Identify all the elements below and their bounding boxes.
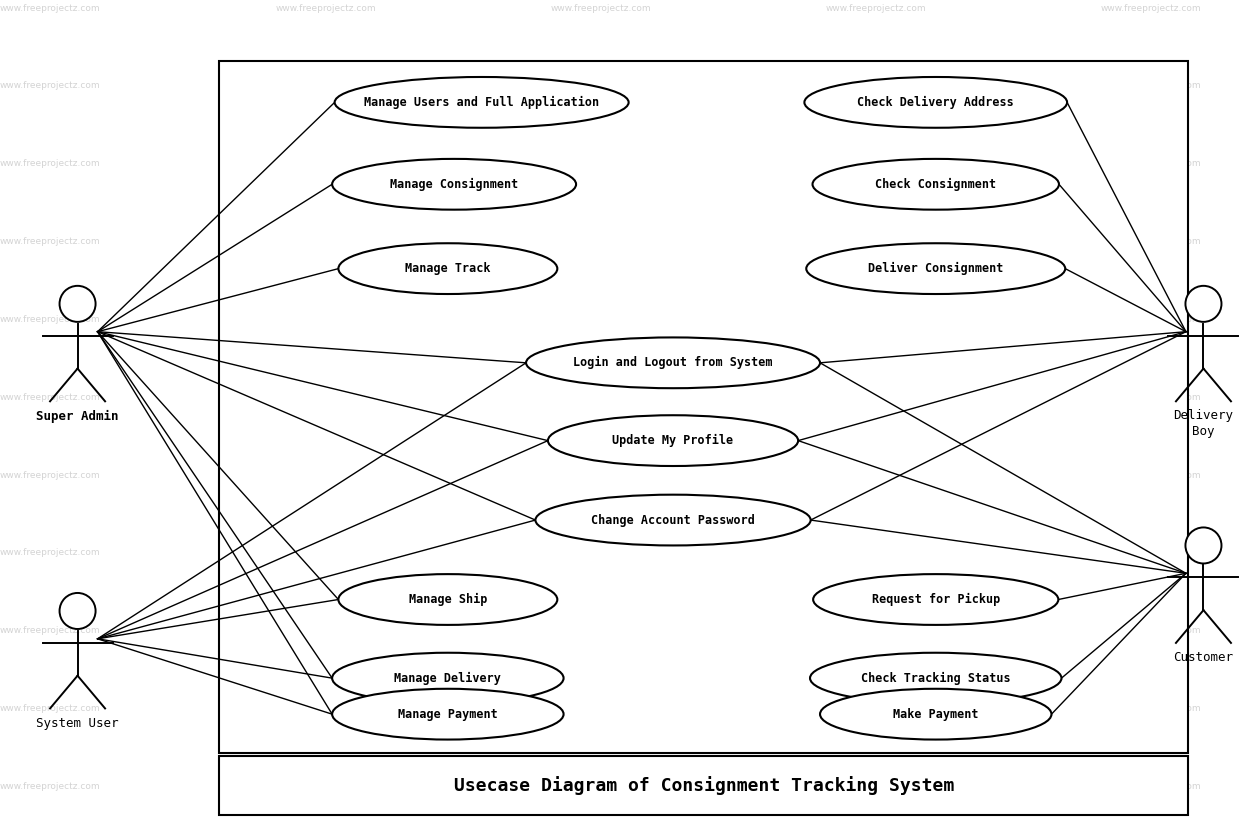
Text: www.freeprojectz.com: www.freeprojectz.com [275,393,375,401]
Text: System User: System User [36,717,119,730]
FancyBboxPatch shape [219,61,1188,753]
Text: www.freeprojectz.com: www.freeprojectz.com [275,315,375,324]
Ellipse shape [807,243,1065,294]
Ellipse shape [338,574,558,625]
Text: www.freeprojectz.com: www.freeprojectz.com [826,549,926,557]
Text: www.freeprojectz.com: www.freeprojectz.com [826,4,926,12]
Text: www.freeprojectz.com: www.freeprojectz.com [550,782,651,790]
Text: www.freeprojectz.com: www.freeprojectz.com [275,627,375,635]
Text: www.freeprojectz.com: www.freeprojectz.com [826,471,926,479]
Text: Make Payment: Make Payment [893,708,978,721]
Ellipse shape [338,243,558,294]
Ellipse shape [821,689,1051,740]
Text: Manage Consignment: Manage Consignment [390,178,518,191]
Text: www.freeprojectz.com: www.freeprojectz.com [1101,704,1201,713]
Ellipse shape [332,689,563,740]
Text: Delivery
Boy: Delivery Boy [1173,410,1233,437]
Text: www.freeprojectz.com: www.freeprojectz.com [0,160,100,168]
Text: www.freeprojectz.com: www.freeprojectz.com [550,82,651,90]
Ellipse shape [1186,527,1221,563]
Text: www.freeprojectz.com: www.freeprojectz.com [1101,627,1201,635]
Text: www.freeprojectz.com: www.freeprojectz.com [826,238,926,246]
Text: www.freeprojectz.com: www.freeprojectz.com [826,82,926,90]
Text: www.freeprojectz.com: www.freeprojectz.com [0,704,100,713]
Text: www.freeprojectz.com: www.freeprojectz.com [0,471,100,479]
Text: www.freeprojectz.com: www.freeprojectz.com [1101,393,1201,401]
Text: www.freeprojectz.com: www.freeprojectz.com [826,704,926,713]
Text: Manage Users and Full Application: Manage Users and Full Application [364,96,599,109]
Ellipse shape [1186,286,1221,322]
Ellipse shape [60,593,95,629]
Text: www.freeprojectz.com: www.freeprojectz.com [275,782,375,790]
Ellipse shape [804,77,1067,128]
Text: Manage Track: Manage Track [405,262,490,275]
Text: www.freeprojectz.com: www.freeprojectz.com [1101,549,1201,557]
Text: www.freeprojectz.com: www.freeprojectz.com [0,238,100,246]
Text: Check Delivery Address: Check Delivery Address [857,96,1015,109]
Text: www.freeprojectz.com: www.freeprojectz.com [550,4,651,12]
Ellipse shape [813,159,1058,210]
Text: www.freeprojectz.com: www.freeprojectz.com [1101,238,1201,246]
Text: www.freeprojectz.com: www.freeprojectz.com [826,782,926,790]
Text: www.freeprojectz.com: www.freeprojectz.com [275,704,375,713]
Text: www.freeprojectz.com: www.freeprojectz.com [826,627,926,635]
Text: www.freeprojectz.com: www.freeprojectz.com [1101,471,1201,479]
Text: www.freeprojectz.com: www.freeprojectz.com [826,315,926,324]
Ellipse shape [813,574,1058,625]
Text: www.freeprojectz.com: www.freeprojectz.com [0,4,100,12]
Text: Deliver Consignment: Deliver Consignment [868,262,1003,275]
Text: www.freeprojectz.com: www.freeprojectz.com [275,160,375,168]
Text: www.freeprojectz.com: www.freeprojectz.com [0,315,100,324]
Text: Manage Delivery: Manage Delivery [394,672,502,685]
Text: Usecase Diagram of Consignment Tracking System: Usecase Diagram of Consignment Tracking … [454,776,953,795]
Text: Request for Pickup: Request for Pickup [872,593,1000,606]
Text: www.freeprojectz.com: www.freeprojectz.com [1101,782,1201,790]
Text: www.freeprojectz.com: www.freeprojectz.com [0,627,100,635]
Text: www.freeprojectz.com: www.freeprojectz.com [550,393,651,401]
Text: Manage Payment: Manage Payment [398,708,498,721]
Text: Change Account Password: Change Account Password [592,514,754,527]
Text: Check Consignment: Check Consignment [876,178,996,191]
Text: www.freeprojectz.com: www.freeprojectz.com [826,160,926,168]
Text: www.freeprojectz.com: www.freeprojectz.com [1101,82,1201,90]
Text: www.freeprojectz.com: www.freeprojectz.com [275,82,375,90]
Text: www.freeprojectz.com: www.freeprojectz.com [275,4,375,12]
Ellipse shape [811,653,1061,704]
Text: www.freeprojectz.com: www.freeprojectz.com [550,627,651,635]
Text: Update My Profile: Update My Profile [613,434,733,447]
Ellipse shape [332,653,563,704]
Ellipse shape [548,415,798,466]
Ellipse shape [535,495,811,545]
Ellipse shape [335,77,628,128]
Text: www.freeprojectz.com: www.freeprojectz.com [1101,315,1201,324]
Text: www.freeprojectz.com: www.freeprojectz.com [550,549,651,557]
Text: www.freeprojectz.com: www.freeprojectz.com [550,238,651,246]
Ellipse shape [332,159,575,210]
Text: Manage Ship: Manage Ship [409,593,487,606]
Text: Login and Logout from System: Login and Logout from System [573,356,773,369]
Text: Check Tracking Status: Check Tracking Status [861,672,1011,685]
Text: www.freeprojectz.com: www.freeprojectz.com [0,549,100,557]
Text: www.freeprojectz.com: www.freeprojectz.com [275,471,375,479]
Text: www.freeprojectz.com: www.freeprojectz.com [550,471,651,479]
Text: www.freeprojectz.com: www.freeprojectz.com [0,82,100,90]
Text: www.freeprojectz.com: www.freeprojectz.com [550,704,651,713]
Text: www.freeprojectz.com: www.freeprojectz.com [0,782,100,790]
Text: www.freeprojectz.com: www.freeprojectz.com [1101,4,1201,12]
Text: www.freeprojectz.com: www.freeprojectz.com [1101,160,1201,168]
Text: www.freeprojectz.com: www.freeprojectz.com [826,393,926,401]
Text: www.freeprojectz.com: www.freeprojectz.com [275,549,375,557]
Text: www.freeprojectz.com: www.freeprojectz.com [550,315,651,324]
Text: Customer: Customer [1173,651,1233,664]
Ellipse shape [527,337,821,388]
Text: www.freeprojectz.com: www.freeprojectz.com [550,160,651,168]
Text: www.freeprojectz.com: www.freeprojectz.com [275,238,375,246]
FancyBboxPatch shape [219,756,1188,815]
Text: Super Admin: Super Admin [36,410,119,423]
Text: www.freeprojectz.com: www.freeprojectz.com [0,393,100,401]
Ellipse shape [60,286,95,322]
